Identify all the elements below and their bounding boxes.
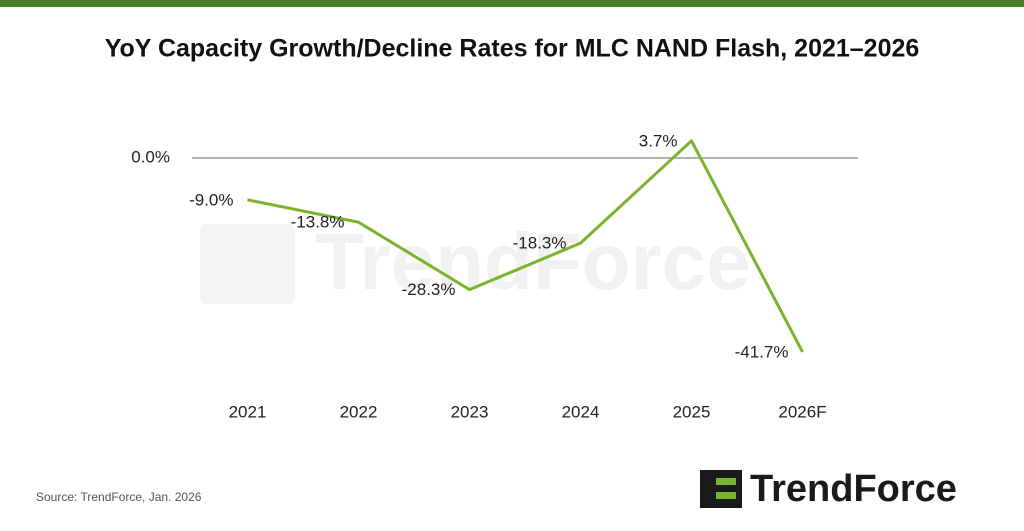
data-label: -28.3% xyxy=(402,280,456,299)
data-label: 3.7% xyxy=(639,131,678,150)
x-tick-label: 2021 xyxy=(229,402,267,421)
data-label: -9.0% xyxy=(189,190,233,209)
top-bar xyxy=(0,0,1024,7)
logo-icon-stripe xyxy=(716,492,736,499)
y-tick-label: 0.0% xyxy=(131,147,170,166)
x-tick-label: 2023 xyxy=(451,402,489,421)
x-tick-label: 2026F xyxy=(778,402,826,421)
x-tick-label: 2022 xyxy=(340,402,378,421)
logo-icon xyxy=(700,470,742,508)
logo-icon-stripe xyxy=(716,478,736,485)
watermark-icon xyxy=(200,224,295,304)
chart-title: YoY Capacity Growth/Decline Rates for ML… xyxy=(105,35,920,63)
line xyxy=(247,139,804,353)
watermark-group: TrendForce xyxy=(200,217,751,306)
data-label: -18.3% xyxy=(513,234,567,253)
logo: TrendForce xyxy=(750,468,957,510)
data-label: -13.8% xyxy=(291,213,345,232)
data-label: -41.7% xyxy=(735,342,789,361)
x-tick-label: 2024 xyxy=(562,402,600,421)
logo-group: TrendForce xyxy=(700,468,957,510)
source: Source: TrendForce, Jan. 2026 xyxy=(36,490,202,504)
x-tick-label: 2025 xyxy=(673,402,711,421)
